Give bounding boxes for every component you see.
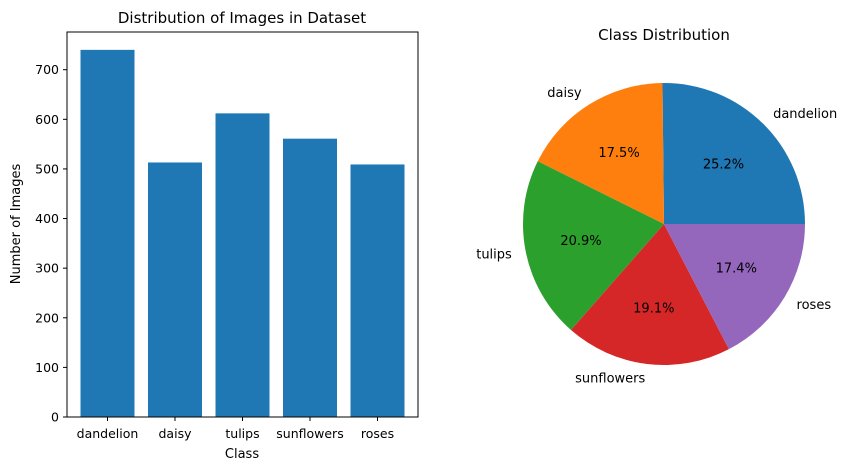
x-tick-label-sunflowers: sunflowers xyxy=(276,426,343,441)
pie-label-sunflowers: sunflowers xyxy=(575,371,645,386)
bar-roses xyxy=(350,164,405,417)
y-tick-label-300: 300 xyxy=(35,261,59,276)
bar-x-ticks: dandelion daisy tulips sunflowers roses xyxy=(77,417,394,441)
pie-slice-roses xyxy=(664,224,805,350)
pie-slice-daisy xyxy=(537,83,664,224)
bar-y-ticks: 0 100 200 300 400 500 600 700 xyxy=(35,62,67,425)
bar-marks xyxy=(80,49,405,418)
pie-label-dandelion: dandelion xyxy=(773,107,837,122)
pie-label-tulips: tulips xyxy=(476,247,512,262)
bar-dandelion xyxy=(80,49,135,417)
bar-x-axis-label: Class xyxy=(225,447,259,462)
bar-plot-frame xyxy=(66,31,419,418)
pie-percent-label-roses: 17.4% xyxy=(716,261,757,276)
y-tick-label-500: 500 xyxy=(35,161,59,176)
bar-sunflowers xyxy=(283,138,337,417)
y-tick-label-700: 700 xyxy=(35,62,59,77)
pie-percent-label-daisy: 17.5% xyxy=(598,146,639,161)
pie-percent-label-tulips: 20.9% xyxy=(560,234,601,249)
bar-chart: Distribution of Images in Dataset 0 100 20… xyxy=(9,9,419,462)
y-tick-label-400: 400 xyxy=(35,211,59,226)
pie-slice-dandelion xyxy=(662,83,805,224)
y-tick-label-600: 600 xyxy=(35,112,59,127)
x-tick-label-tulips: tulips xyxy=(225,426,259,441)
x-tick-label-roses: roses xyxy=(361,426,394,441)
x-tick-label-daisy: daisy xyxy=(159,426,193,441)
y-tick-label-100: 100 xyxy=(35,360,59,375)
bar-daisy xyxy=(148,162,202,417)
bar-y-axis-label: Number of Images xyxy=(9,164,24,285)
pie-marks: 25.2% dandelion 17.5% daisy 20.9% tulips 19.1%… xyxy=(476,83,837,386)
pie-label-daisy: daisy xyxy=(547,86,582,101)
pie-label-roses: roses xyxy=(797,298,832,313)
pie-chart: Class Distribution 25.2% dandelion 17.5% da… xyxy=(476,26,837,386)
pie-percent-label-dandelion: 25.2% xyxy=(703,157,744,172)
pie-percent-label-sunflowers: 19.1% xyxy=(633,301,674,316)
y-tick-label-200: 200 xyxy=(35,310,59,325)
pie-chart-title: Class Distribution xyxy=(598,26,730,44)
pie-slice-sunflowers xyxy=(570,224,729,365)
y-tick-label-0: 0 xyxy=(51,410,59,425)
bar-tulips xyxy=(215,113,270,418)
x-tick-label-dandelion: dandelion xyxy=(77,426,139,441)
pie-slice-tulips xyxy=(523,161,664,330)
bar-chart-title: Distribution of Images in Dataset xyxy=(118,9,366,27)
